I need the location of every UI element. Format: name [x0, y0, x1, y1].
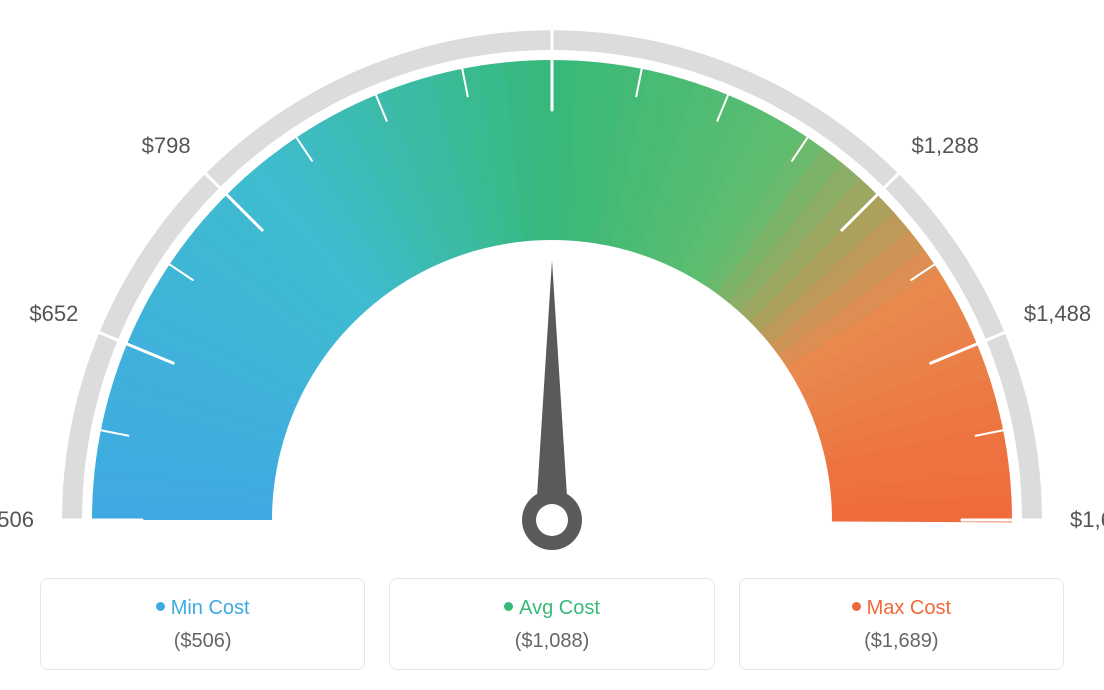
gauge-tick-label: $652 — [29, 301, 78, 327]
legend-value-min: ($506) — [51, 630, 354, 653]
legend-title-max: Max Cost — [750, 597, 1053, 620]
dot-icon — [852, 602, 861, 611]
legend-title-text: Max Cost — [867, 597, 951, 619]
legend-title-text: Min Cost — [171, 597, 250, 619]
gauge-svg — [0, 0, 1104, 560]
legend-card-max: Max Cost ($1,689) — [739, 578, 1064, 670]
cost-gauge-widget: $506 $652 $798 $1,088 $1,288 $1,488 $1,689 Min… — [0, 0, 1104, 690]
legend-value-avg: ($1,088) — [400, 630, 703, 653]
dot-icon — [156, 602, 165, 611]
gauge-tick-label: $1,288 — [912, 133, 979, 159]
legend-value-max: ($1,689) — [750, 630, 1053, 653]
gauge-tick-label: $1,689 — [1070, 507, 1104, 533]
gauge-needle — [522, 260, 582, 550]
legend-title-avg: Avg Cost — [400, 597, 703, 620]
legend-title-min: Min Cost — [51, 597, 354, 620]
legend-card-avg: Avg Cost ($1,088) — [389, 578, 714, 670]
gauge-tick-label: $1,088 — [518, 0, 585, 2]
legend-row: Min Cost ($506) Avg Cost ($1,088) Max Co… — [40, 578, 1064, 670]
dot-icon — [504, 602, 513, 611]
gauge-area: $506 $652 $798 $1,088 $1,288 $1,488 $1,689 — [0, 0, 1104, 560]
gauge-tick-label: $798 — [142, 133, 191, 159]
gauge-tick-label: $506 — [0, 507, 34, 533]
legend-card-min: Min Cost ($506) — [40, 578, 365, 670]
gauge-tick-label: $1,488 — [1024, 301, 1091, 327]
legend-title-text: Avg Cost — [519, 597, 600, 619]
